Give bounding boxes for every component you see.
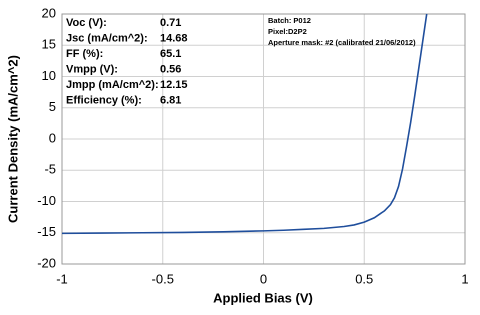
x-tick-label: 1 [461,271,468,286]
note: Aperture mask: #2 (calibrated 21/06/2012… [268,38,416,47]
parameter-label: Vmpp (V): [66,63,118,75]
y-axis-label: Current Density (mA/cm^2) [5,55,20,223]
y-tick-label: 10 [42,68,56,83]
x-axis-label: Applied Bias (V) [213,290,313,305]
note: Pixel:D2P2 [268,27,307,36]
y-tick-label: -15 [37,224,56,239]
data-line [61,13,428,235]
parameter-value: 65.1 [160,48,181,60]
y-tick-label: 5 [49,99,56,114]
x-tick-label: 0 [260,271,267,286]
y-tick-label: -10 [37,193,56,208]
parameter-value: 6.81 [160,94,181,106]
parameter-label: Voc (V): [66,17,107,29]
y-tick-label: 15 [42,37,56,52]
parameter-label: Jmpp (mA/cm^2): [66,79,159,91]
parameter-label: Jsc (mA/cm^2): [66,32,148,44]
parameter-value: 14.68 [160,32,188,44]
y-tick-label: 20 [42,5,56,20]
x-tick-label: -0.5 [152,271,174,286]
parameter-value: 0.56 [160,63,181,75]
y-tick-label: -20 [37,255,56,270]
y-tick-label: -5 [44,162,56,177]
note: Batch: P012 [268,16,311,25]
parameter-label: FF (%): [66,48,103,60]
parameter-value: 0.71 [160,17,181,29]
x-tick-label: 0.5 [355,271,373,286]
parameter-label: Efficiency (%): [66,94,142,106]
x-tick-label: -1 [56,271,68,286]
y-tick-label: 0 [49,130,56,145]
parameter-value: 12.15 [160,79,188,91]
plot-frame [61,13,466,265]
